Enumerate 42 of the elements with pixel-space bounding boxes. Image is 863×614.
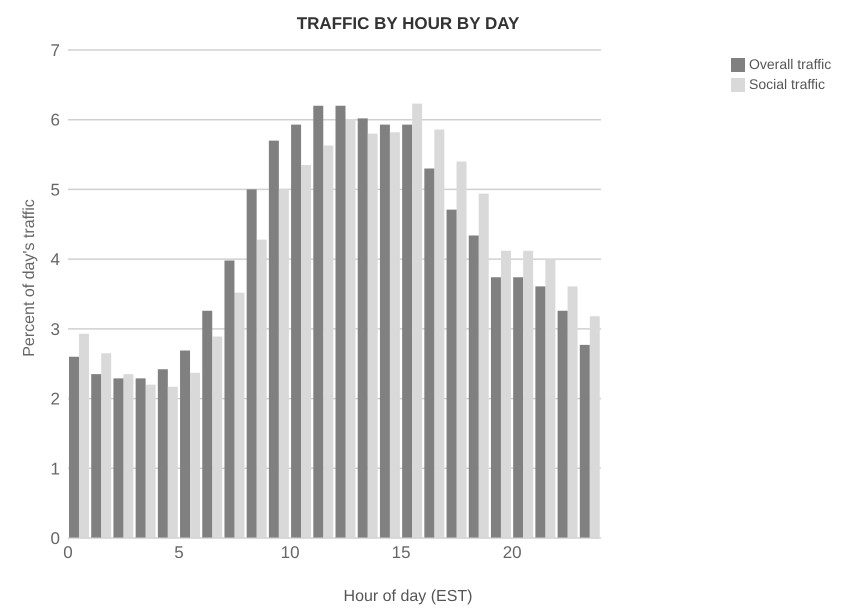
bar	[224, 260, 234, 538]
legend-label: Social traffic	[749, 76, 825, 92]
bar	[402, 124, 412, 538]
bar	[535, 286, 546, 538]
y-tick-label: 1	[50, 459, 60, 478]
bar	[69, 356, 79, 538]
y-tick-label: 0	[50, 529, 60, 548]
bar	[580, 344, 590, 538]
x-tick-label: 5	[174, 543, 184, 562]
bar	[113, 378, 124, 538]
y-tick-label: 4	[50, 250, 60, 270]
bar	[468, 235, 479, 538]
x-tick-label: 0	[63, 543, 73, 562]
y-tick-label: 2	[50, 390, 60, 409]
bar	[358, 118, 368, 538]
bar	[490, 277, 501, 538]
bar	[291, 124, 302, 538]
bar	[136, 378, 146, 538]
y-tick-label: 3	[50, 320, 60, 339]
bar	[424, 168, 434, 538]
y-tick-label: 7	[50, 41, 60, 60]
bar	[313, 106, 324, 538]
y-axis-title: Percent of day's traffic	[21, 199, 39, 357]
x-tick-label: 20	[502, 543, 522, 562]
x-tick-label: 15	[392, 543, 411, 562]
x-axis-title: Hour of day (EST)	[342, 588, 474, 606]
bar	[513, 277, 524, 538]
bar	[246, 189, 257, 538]
bar	[91, 374, 102, 538]
chart-title: TRAFFIC BY HOUR BY DAY	[296, 14, 520, 34]
bar	[558, 310, 568, 538]
bar	[202, 310, 212, 538]
x-tick-label: 10	[280, 543, 300, 562]
bar	[336, 106, 346, 538]
y-tick-label: 5	[50, 180, 60, 200]
bar	[268, 140, 279, 538]
y-tick-label: 6	[50, 110, 60, 130]
legend-label: Overall traffic	[749, 56, 832, 72]
bar	[446, 210, 457, 538]
bar	[380, 124, 390, 538]
bar	[158, 369, 168, 538]
bar	[180, 350, 190, 538]
